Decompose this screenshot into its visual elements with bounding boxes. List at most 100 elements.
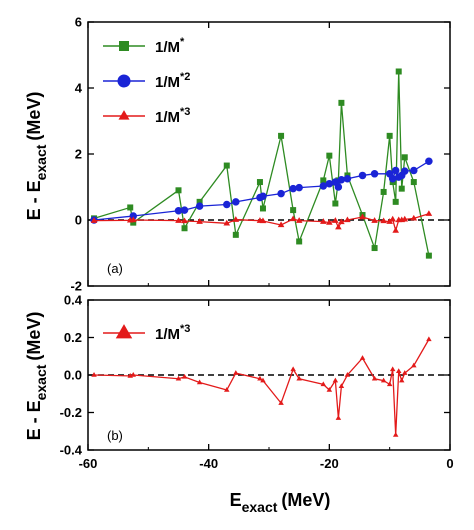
- panel-a-legend-label: 1/M*: [155, 36, 185, 56]
- panel-a-data-point: [180, 206, 189, 214]
- panel-a-data-point: [223, 219, 231, 226]
- panel-b-data-point: [233, 370, 239, 375]
- panel-a-data-point: [232, 216, 240, 222]
- panel-a-data-point: [175, 187, 182, 194]
- panel-b-data-point: [411, 362, 417, 368]
- panel-a-data-point: [232, 198, 240, 206]
- panel-a-data-point: [223, 200, 231, 209]
- panel-a-data-point: [223, 162, 230, 169]
- panel-a-data-point: [386, 132, 393, 139]
- panel-b-xtick-label: 0: [446, 456, 453, 471]
- panel-b-data-point: [426, 336, 432, 342]
- panel-a-frame: [87, 21, 451, 287]
- panel-b-ytick-label: 0.2: [64, 330, 82, 345]
- panel-a-series-2: [90, 210, 433, 233]
- panel-a-data-point: [175, 217, 182, 223]
- panel-a-data-point: [129, 212, 137, 220]
- panel-b-legend-marker: [115, 324, 133, 339]
- panel-b-ylabel: E - Eexact(MeV): [24, 312, 49, 441]
- panel-a-data-point: [401, 154, 408, 161]
- panel-a-series-0: [91, 68, 432, 259]
- panel-a-data-point: [320, 177, 327, 184]
- panel-b-data-point: [371, 375, 378, 381]
- panel-a-ylabel: E - Eexact(MeV): [24, 92, 49, 221]
- panel-a-data-point: [391, 166, 400, 175]
- panel-b-series-line: [94, 339, 430, 436]
- panel-a-legend-marker: [117, 74, 131, 88]
- panel-b-label: (b): [107, 428, 123, 443]
- panel-a-data-point: [358, 171, 367, 180]
- panel-a-data-point: [334, 183, 343, 191]
- panel-a-data-point: [338, 218, 345, 225]
- panel-a-data-point: [319, 182, 328, 190]
- panel-a-data-point: [343, 175, 352, 183]
- panel-a-data-point: [195, 202, 204, 210]
- panel-b-data-point: [395, 368, 402, 374]
- panel-b-data-point: [332, 377, 339, 383]
- panel-a-data-point: [371, 245, 378, 252]
- panel-a-data-point: [129, 216, 137, 223]
- panel-b-xtick-label: -40: [199, 456, 218, 471]
- panel-a-data-point: [196, 198, 203, 205]
- panel-b-data-point: [181, 373, 188, 379]
- panel-a-legend-label: 1/M*2: [155, 71, 190, 91]
- panel-a-data-point: [232, 231, 239, 238]
- panel-a-data-point: [425, 252, 432, 259]
- panel-a-data-point: [380, 217, 387, 224]
- panel-a-data-point: [359, 213, 366, 220]
- panel-a-data-point: [290, 207, 297, 214]
- panel-a-data-point: [425, 157, 433, 166]
- panel-a-data-point: [174, 207, 183, 215]
- panel-b-ytick-label: 0.0: [64, 368, 82, 383]
- panel-a-data-point: [130, 219, 137, 226]
- panel-a-data-point: [320, 218, 327, 224]
- panel-a-data-point: [338, 99, 345, 106]
- panel-b-chart: -60 -40 -20 0 -0.4 -0.2 0.0 0.2 0.4 1/M*3 (b): [60, 293, 454, 472]
- panel-a-data-point: [425, 210, 433, 216]
- panel-a-data-point: [277, 221, 285, 228]
- panel-b-data-point: [290, 366, 296, 372]
- panel-a-data-point: [392, 198, 399, 205]
- panel-a-ytick-label: 6: [75, 15, 82, 30]
- panel-b-data-point: [398, 377, 405, 383]
- panel-a-data-point: [326, 219, 333, 225]
- panel-a-data-point: [332, 217, 339, 223]
- panel-b-data-point: [338, 383, 345, 389]
- panel-a-data-point: [325, 179, 334, 188]
- panel-a-data-point: [398, 185, 405, 192]
- panel-a-data-point: [127, 204, 134, 211]
- panel-b-xtick-label: -20: [320, 456, 339, 471]
- panel-a-data-point: [289, 215, 297, 222]
- panel-b-legend-label: 1/M*3: [155, 323, 190, 343]
- panel-b-data-point: [224, 387, 230, 392]
- panel-a-data-point: [401, 215, 409, 222]
- panel-a-data-point: [410, 179, 417, 186]
- panel-a-legend-marker: [119, 41, 129, 51]
- panel-a-data-point: [389, 215, 396, 222]
- panel-b-xtick-label: -60: [79, 456, 98, 471]
- panel-b-ytick-label: 0.4: [64, 293, 83, 308]
- panel-b-data-point: [392, 432, 399, 437]
- panel-b-data-point: [296, 375, 302, 381]
- panel-a-data-point: [278, 132, 285, 139]
- panel-a-data-point: [410, 214, 418, 221]
- panel-a-data-point: [388, 175, 397, 183]
- panel-a-ytick-label: -2: [70, 279, 82, 294]
- panel-a-data-point: [395, 68, 402, 75]
- panel-b-data-point: [196, 379, 203, 385]
- panel-a-data-point: [289, 184, 297, 193]
- panel-b-data-point: [389, 366, 396, 372]
- panel-a-data-point: [344, 216, 351, 223]
- panel-b-data-point: [386, 381, 393, 387]
- panel-a-data-point: [277, 189, 285, 198]
- panel-b-data-point: [130, 372, 136, 377]
- panel-a-label: (a): [107, 261, 123, 276]
- panel-b-data-point: [257, 375, 263, 381]
- panel-b-data-point: [320, 381, 327, 387]
- panel-b-data-point: [175, 375, 182, 381]
- panel-a-data-point: [181, 217, 188, 224]
- panel-a-data-point: [196, 218, 203, 224]
- panel-a-data-point: [259, 192, 267, 200]
- panel-b-data-point: [91, 372, 97, 377]
- panel-b-data-point: [278, 400, 284, 405]
